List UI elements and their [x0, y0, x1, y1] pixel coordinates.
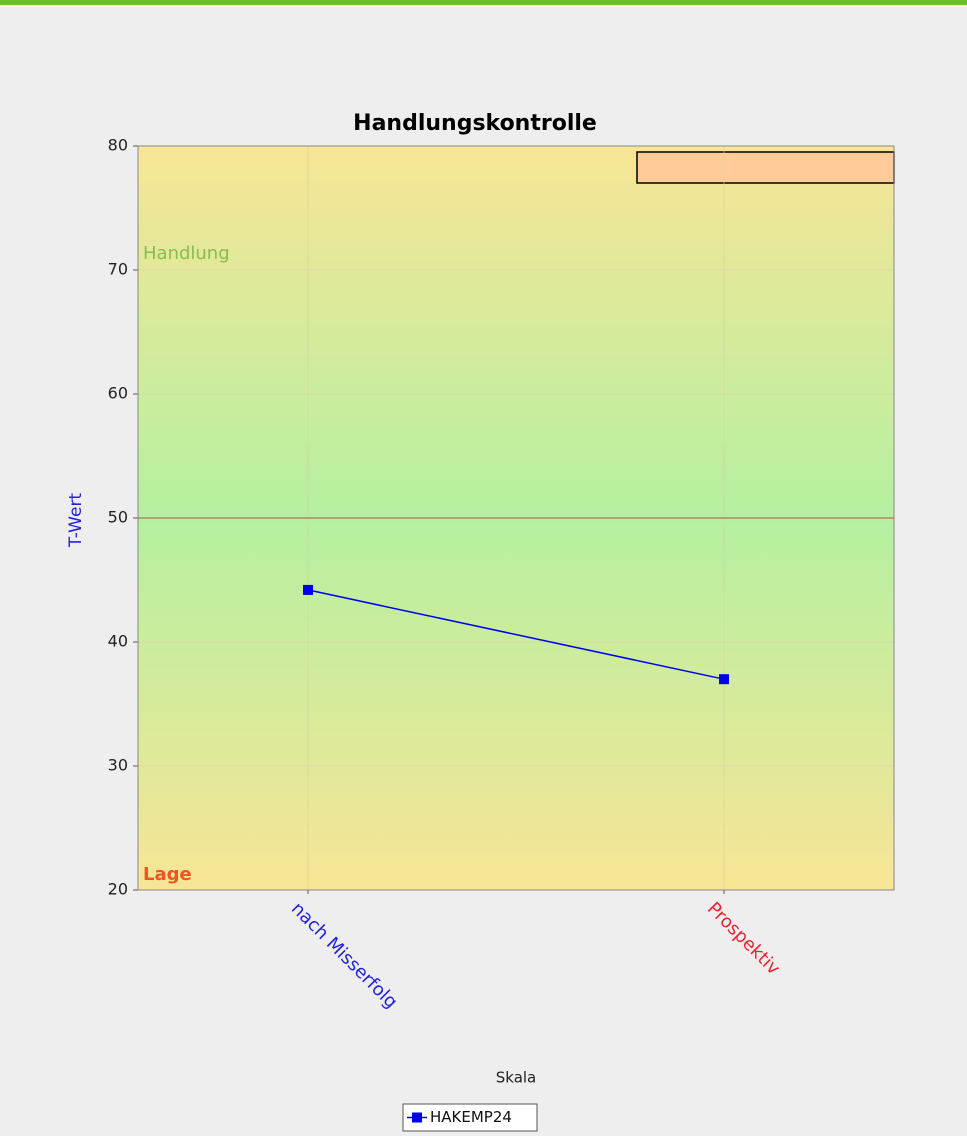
y-axis-label: T-Wert [66, 493, 86, 549]
series-line [307, 589, 725, 680]
y-tick-label: 30 [108, 756, 128, 775]
y-tick-label: 40 [108, 632, 128, 651]
legend: HAKEMP24 [402, 1103, 538, 1132]
legend-label: HAKEMP24 [430, 1108, 512, 1126]
data-point [303, 584, 313, 595]
y-tick-label: 70 [108, 260, 128, 279]
annotation: Lage [143, 864, 192, 885]
annotation: Handlung [143, 243, 230, 264]
data-point [719, 674, 729, 685]
y-tick-label: 80 [108, 136, 128, 155]
x-tick-label: Prospektiv [703, 898, 784, 979]
y-tick-label: 60 [108, 384, 128, 403]
y-tick-label: 50 [108, 508, 128, 527]
plot-border [137, 145, 895, 891]
legend-marker [412, 1112, 422, 1123]
marker-box [636, 151, 895, 184]
top-bar [0, 0, 967, 5]
x-axis-label: Skala [496, 1069, 537, 1087]
x-tick-label: nach Misserfolg [287, 898, 402, 1013]
y-tick-label: 20 [108, 880, 128, 899]
chart-title: Handlungskontrolle [353, 111, 597, 136]
